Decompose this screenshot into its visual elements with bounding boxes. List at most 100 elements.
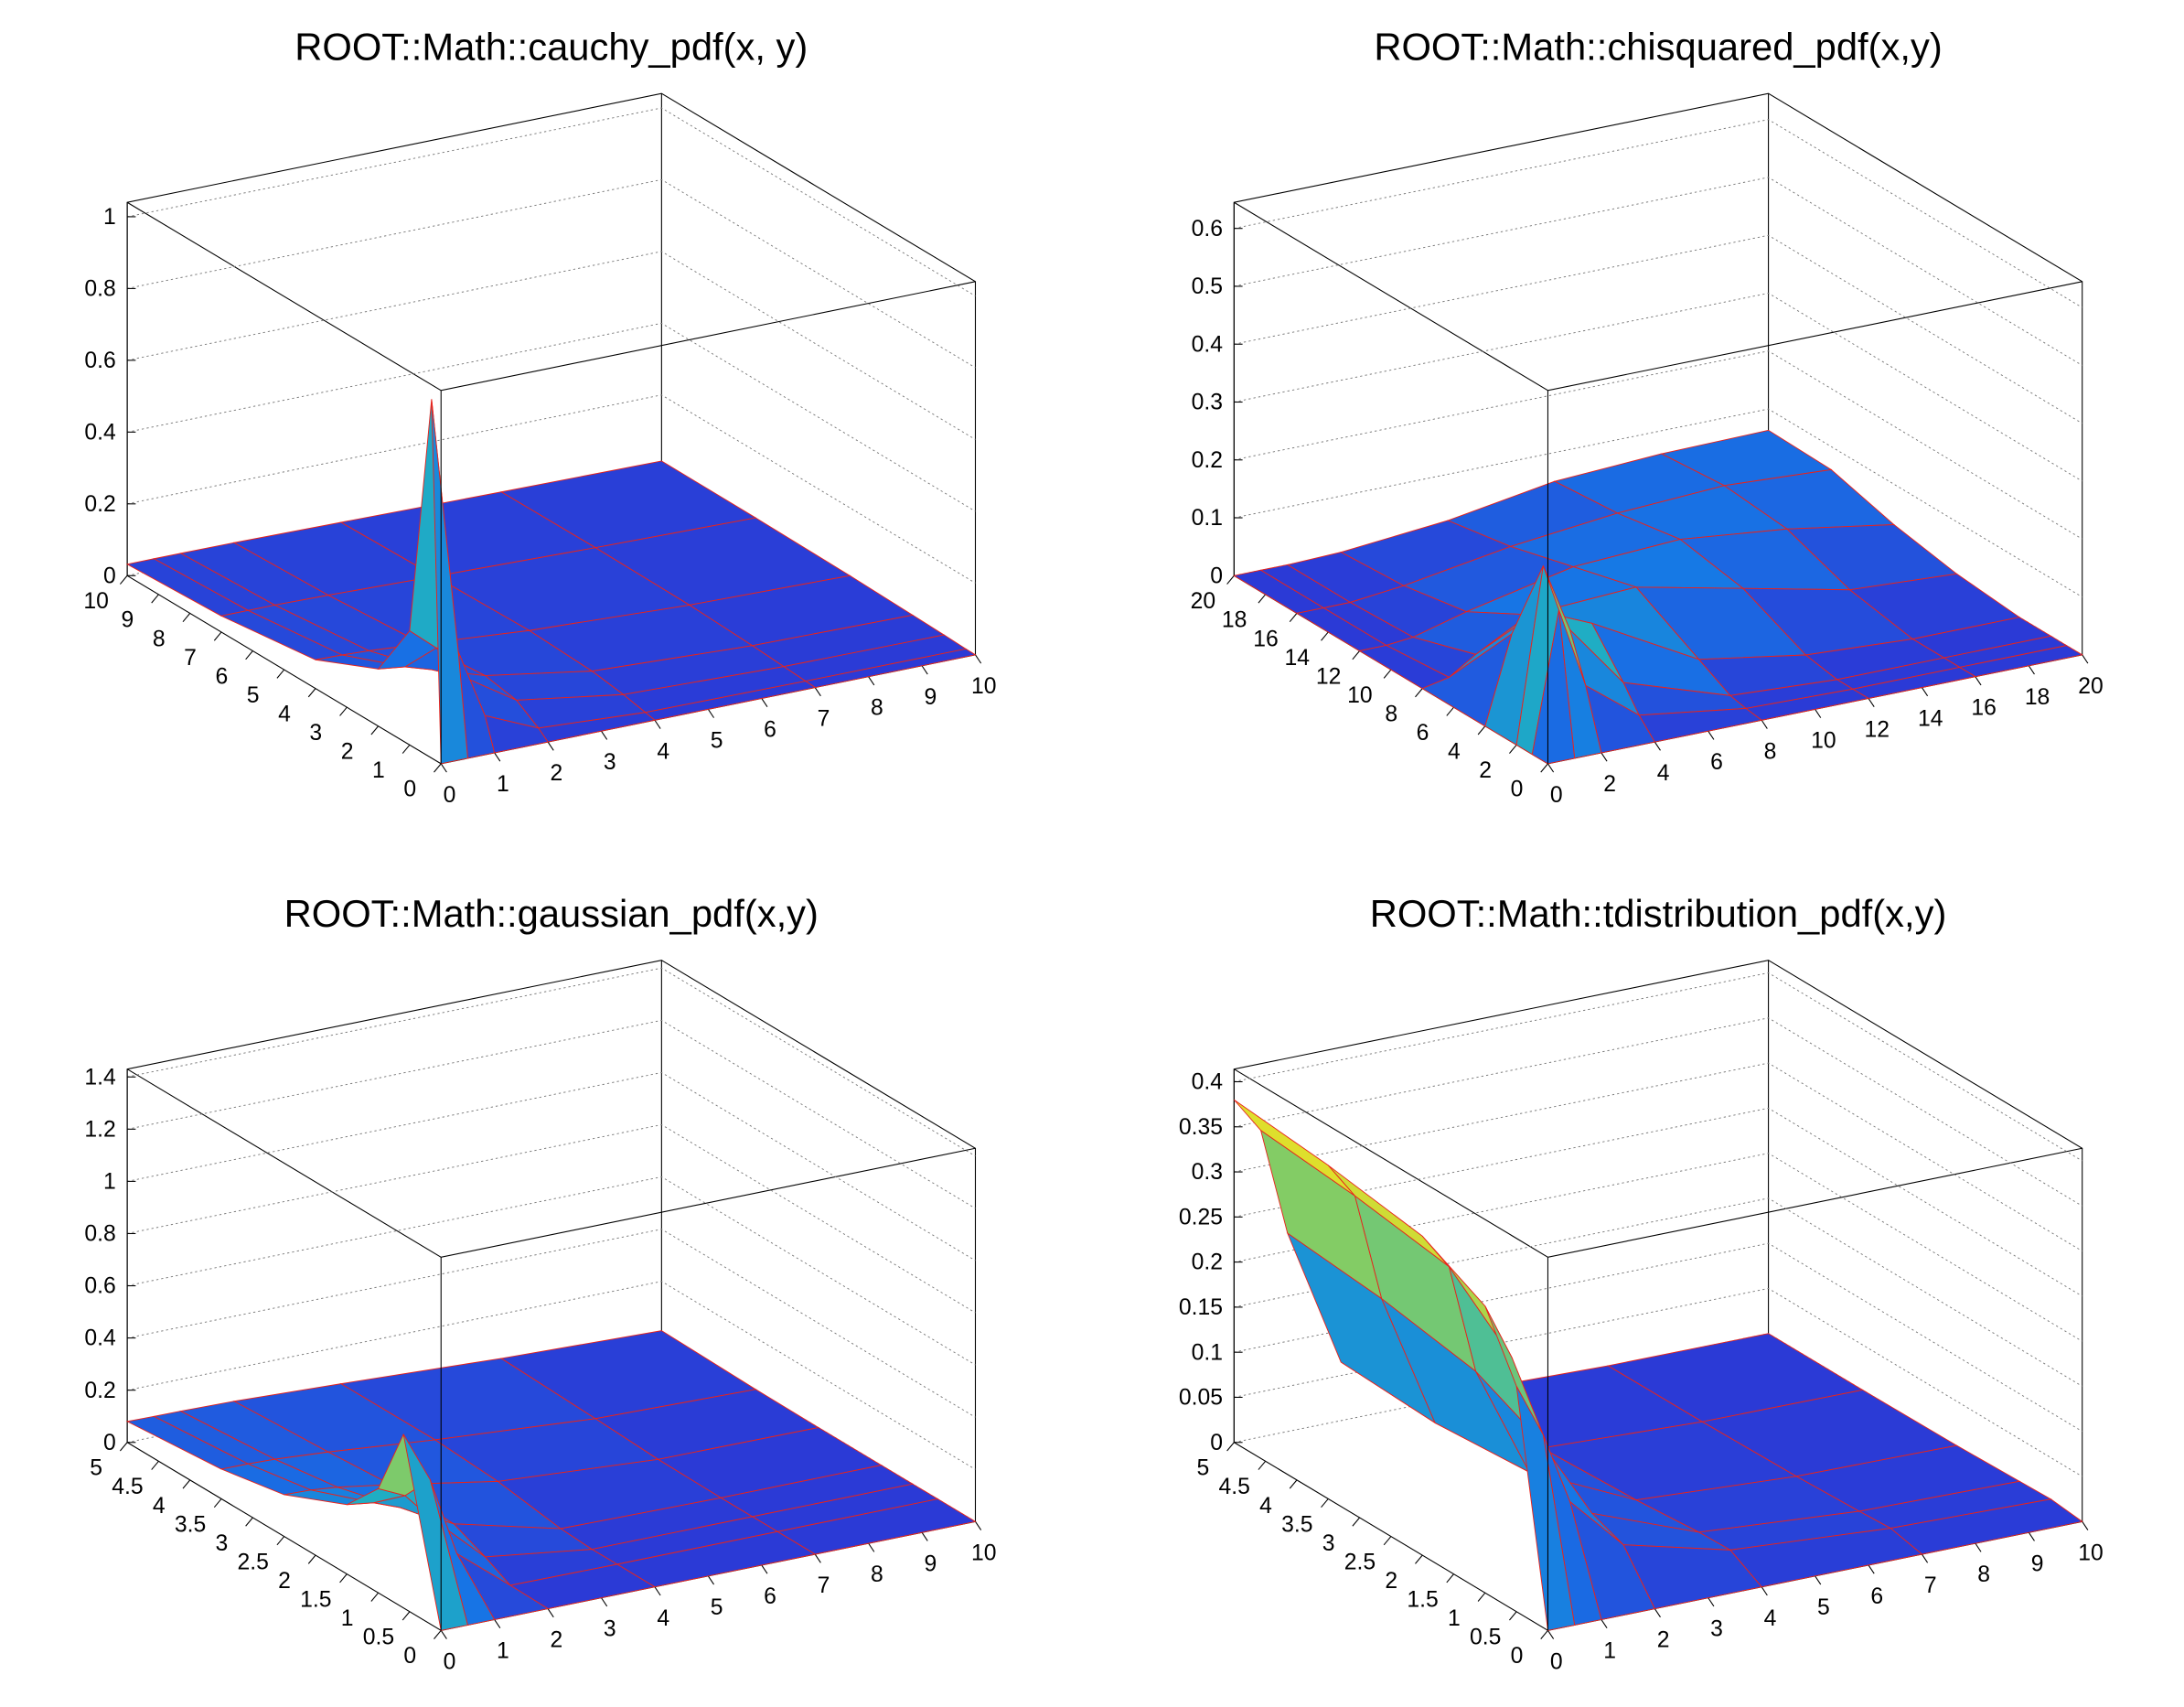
grid-line <box>1234 972 2082 1162</box>
grid-line <box>1234 119 2082 308</box>
x-tick-label: 2 <box>1603 772 1616 797</box>
y-tick-mark <box>1321 631 1329 641</box>
y-tick-mark <box>1226 1442 1235 1452</box>
x-tick-label: 7 <box>818 1573 830 1598</box>
x-tick-label: 1 <box>497 772 509 797</box>
y-tick-label: 0.5 <box>1470 1626 1501 1650</box>
x-tick-mark <box>1601 752 1608 762</box>
z-tick-label: 0 <box>1210 564 1223 588</box>
x-tick-label: 3 <box>604 750 616 775</box>
grid-line <box>127 251 976 440</box>
x-tick-label: 10 <box>1811 728 1836 753</box>
y-tick-label: 6 <box>215 664 228 689</box>
y-tick-mark <box>245 650 253 660</box>
y-tick-label: 4 <box>153 1494 166 1519</box>
x-tick-mark <box>868 1542 875 1552</box>
grid-line <box>127 1019 976 1209</box>
y-tick-mark <box>1415 688 1423 698</box>
x-tick-label: 2 <box>550 1628 562 1653</box>
x-tick-mark <box>761 698 768 708</box>
x-tick-mark <box>654 1586 661 1596</box>
y-tick-label: 5 <box>90 1456 102 1481</box>
x-tick-mark <box>975 1521 982 1530</box>
x-tick-label: 6 <box>764 718 776 743</box>
grid-line <box>127 322 976 512</box>
y-tick-mark <box>1509 744 1517 754</box>
z-tick-label: 0 <box>1210 1431 1223 1455</box>
y-tick-label: 7 <box>184 646 197 671</box>
z-tick-label: 0.4 <box>1192 332 1224 357</box>
grid-line <box>1234 1242 2082 1433</box>
grid-line <box>127 178 976 369</box>
x-tick-mark <box>1601 1619 1608 1628</box>
y-tick-label: 3.5 <box>175 1512 206 1537</box>
y-tick-label: 1 <box>372 758 385 783</box>
grid-line <box>1234 177 2082 366</box>
x-tick-mark <box>975 654 982 664</box>
y-tick-mark <box>1540 763 1548 773</box>
x-tick-label: 12 <box>1865 718 1890 743</box>
y-tick-mark <box>307 688 316 698</box>
box-edge <box>126 201 976 392</box>
grid-line <box>1234 1107 2082 1297</box>
z-tick-label: 0.4 <box>1192 1070 1224 1095</box>
x-tick-mark <box>814 1553 821 1563</box>
x-tick-mark <box>547 741 554 751</box>
y-tick-mark <box>1352 650 1361 660</box>
y-tick-mark <box>213 631 222 641</box>
grid-line <box>1234 1017 2082 1207</box>
x-tick-mark <box>707 1575 714 1585</box>
z-tick-label: 0.4 <box>84 420 116 445</box>
x-tick-label: 9 <box>2031 1551 2044 1576</box>
y-tick-mark <box>401 1611 411 1621</box>
x-tick-label: 4 <box>1764 1606 1777 1631</box>
y-tick-label: 18 <box>1222 608 1247 633</box>
x-tick-mark <box>1815 1575 1822 1585</box>
x-tick-label: 2 <box>550 761 562 786</box>
y-tick-label: 0 <box>1511 1644 1524 1669</box>
x-tick-label: 1 <box>1603 1639 1616 1664</box>
y-tick-mark <box>1226 574 1235 585</box>
x-tick-label: 0 <box>1550 1649 1563 1674</box>
y-tick-mark <box>1289 613 1298 623</box>
grid-line <box>1234 408 2082 598</box>
y-tick-label: 3 <box>215 1531 228 1556</box>
grid-line <box>1234 1062 2082 1252</box>
x-tick-mark <box>1868 1564 1875 1574</box>
grid-line <box>127 1071 976 1261</box>
y-tick-mark <box>339 706 348 716</box>
x-tick-mark <box>1654 1608 1661 1618</box>
x-tick-label: 14 <box>1918 707 1943 732</box>
y-tick-label: 2.5 <box>1344 1550 1376 1574</box>
y-tick-mark <box>370 725 380 735</box>
x-tick-mark <box>921 665 928 675</box>
x-tick-mark <box>1761 1586 1768 1596</box>
y-tick-label: 1.5 <box>300 1588 331 1613</box>
grid-line <box>127 1229 976 1418</box>
grid-line <box>1234 1153 2082 1342</box>
z-tick-label: 0.3 <box>1192 391 1223 415</box>
y-tick-mark <box>151 1460 159 1470</box>
y-tick-mark <box>1477 1592 1486 1602</box>
x-tick-label: 10 <box>971 674 997 699</box>
x-tick-label: 18 <box>2025 685 2050 710</box>
y-tick-mark <box>182 1479 191 1489</box>
y-axis <box>126 574 442 765</box>
x-tick-mark <box>1761 719 1768 729</box>
y-tick-label: 4.5 <box>1218 1475 1249 1499</box>
y-tick-mark <box>1477 725 1486 735</box>
y-tick-label: 3 <box>309 721 322 746</box>
chart-title: ROOT::Math::gaussian_pdf(x,y) <box>284 892 819 935</box>
x-tick-label: 5 <box>711 1595 723 1620</box>
x-tick-label: 5 <box>711 728 723 753</box>
y-tick-label: 3 <box>1322 1531 1335 1556</box>
y-tick-label: 20 <box>1191 589 1216 614</box>
x-tick-mark <box>547 1608 554 1618</box>
x-tick-label: 6 <box>1870 1584 1883 1609</box>
x-tick-label: 8 <box>1764 739 1777 764</box>
x-tick-mark <box>494 752 501 762</box>
y-tick-label: 14 <box>1285 646 1311 671</box>
surface-patch <box>402 1433 469 1631</box>
y-tick-label: 1 <box>1448 1606 1461 1631</box>
z-tick-label: 1 <box>103 205 116 230</box>
